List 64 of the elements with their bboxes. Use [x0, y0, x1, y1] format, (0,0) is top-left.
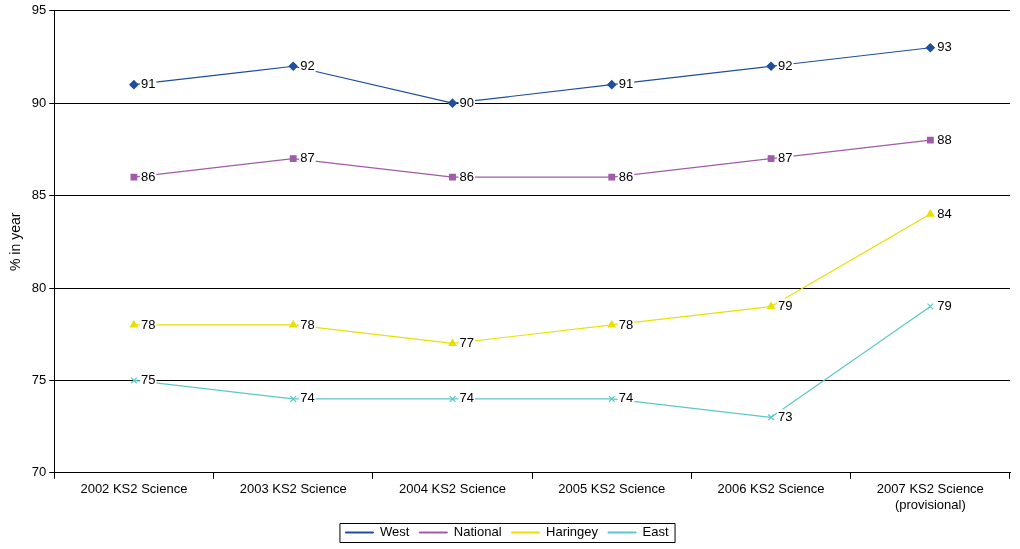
- data-label: 79: [778, 298, 793, 314]
- point: [289, 155, 297, 163]
- data-label: 78: [618, 316, 634, 332]
- point: [607, 80, 617, 90]
- data-label: 86: [618, 168, 634, 184]
- data-label: 86: [459, 168, 474, 184]
- data-label: 91: [618, 76, 634, 92]
- point: [448, 338, 457, 347]
- y-tick-label: 90: [31, 94, 47, 110]
- data-label: 92: [300, 57, 315, 73]
- point: [130, 173, 138, 181]
- data-label: 90: [459, 94, 474, 110]
- data-label: 74: [459, 390, 474, 406]
- point: [926, 209, 935, 217]
- point: [130, 376, 138, 384]
- data-label: 78: [300, 316, 315, 332]
- y-tick-label: 80: [31, 279, 47, 295]
- legend-label: East: [642, 524, 669, 540]
- data-label: 73: [778, 408, 793, 424]
- data-label: 93: [937, 39, 952, 55]
- point: [449, 395, 456, 403]
- data-label: 75: [140, 371, 156, 387]
- x-tick-label: 2006 KS2 Science: [717, 481, 825, 497]
- point: [608, 395, 616, 403]
- data-label: 87: [778, 150, 793, 166]
- data-label: 91: [140, 76, 156, 92]
- legend-label: National: [453, 524, 502, 540]
- data-label: 79: [937, 298, 952, 314]
- point: [449, 173, 456, 181]
- data-label: 86: [140, 168, 156, 184]
- point: [766, 61, 776, 71]
- y-tick-label: 75: [31, 371, 47, 387]
- data-label: 92: [778, 57, 793, 73]
- data-label: 77: [459, 335, 474, 351]
- data-label: 87: [300, 150, 315, 166]
- x-tick-label: 2003 KS2 Science: [239, 481, 347, 497]
- point: [608, 173, 616, 181]
- point: [607, 320, 616, 328]
- point: [926, 136, 934, 144]
- point: [926, 303, 934, 310]
- point: [447, 98, 458, 108]
- x-tick-label: 2007 KS2 Science (provisional): [876, 481, 984, 512]
- x-tick-label: 2005 KS2 Science: [558, 481, 666, 497]
- point: [129, 320, 138, 328]
- point: [925, 43, 935, 53]
- y-axis-title: % in year: [7, 212, 24, 271]
- data-label: 74: [300, 390, 315, 406]
- data-label: 74: [618, 390, 634, 406]
- legend-label: Haringey: [546, 524, 599, 540]
- x-tick-label: 2002 KS2 Science: [80, 481, 188, 497]
- point: [767, 413, 775, 421]
- y-tick-label: 95: [31, 2, 47, 18]
- point: [288, 61, 298, 71]
- legend-label: West: [379, 524, 410, 540]
- y-tick-label: 70: [31, 464, 47, 480]
- point: [129, 80, 139, 90]
- point: [767, 301, 776, 310]
- data-label: 88: [937, 131, 952, 147]
- y-tick-label: 85: [31, 187, 47, 203]
- x-tick-label: 2004 KS2 Science: [399, 481, 506, 497]
- point: [289, 320, 298, 328]
- data-label: 84: [937, 205, 952, 221]
- point: [767, 155, 775, 163]
- data-label: 78: [140, 316, 156, 332]
